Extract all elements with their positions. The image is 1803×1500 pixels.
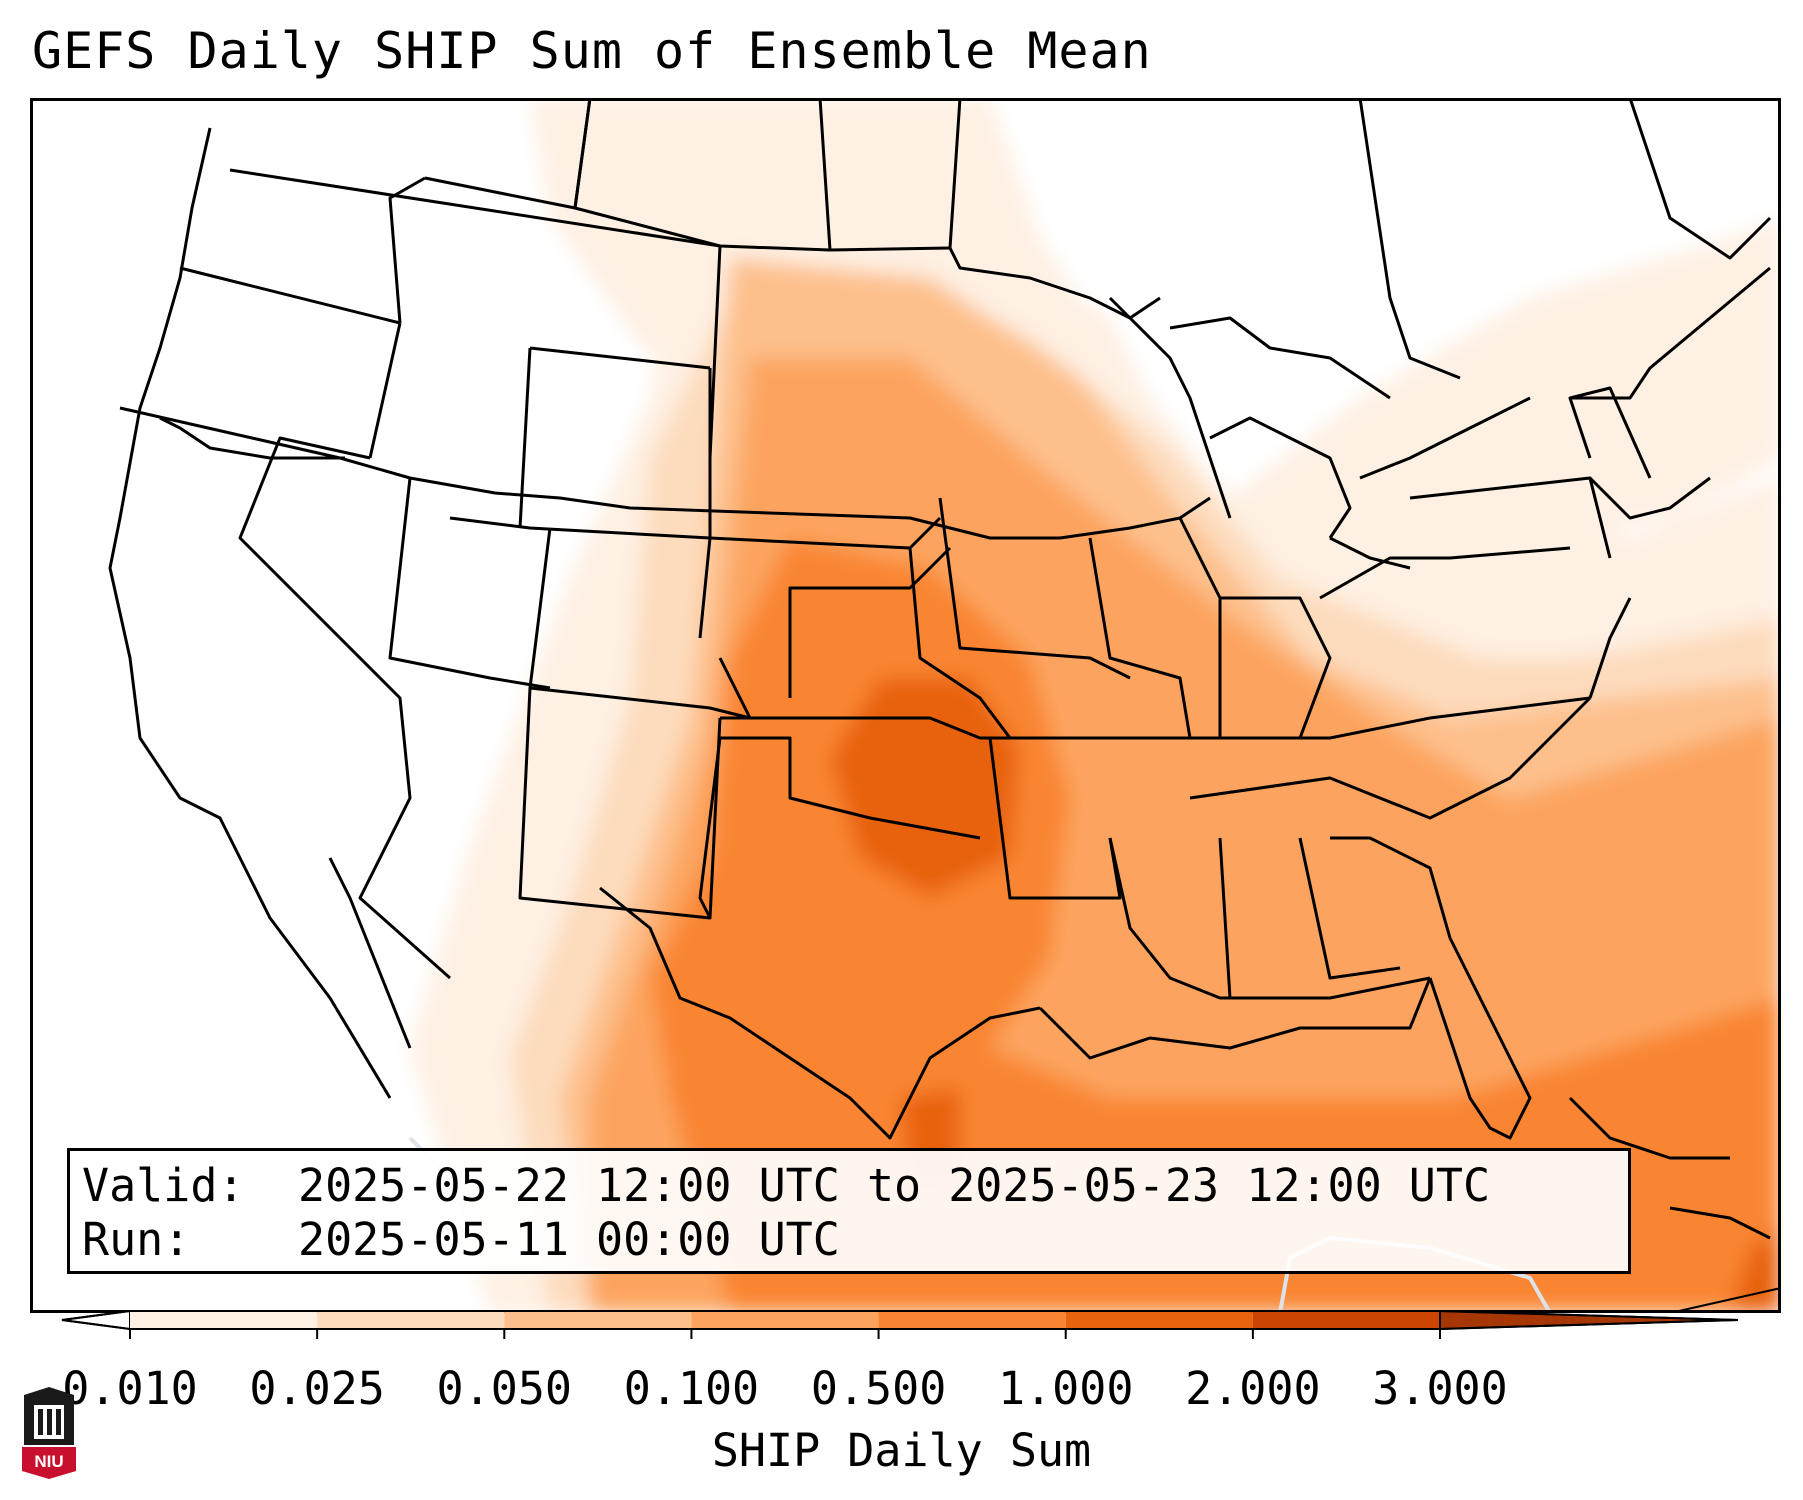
colorbar-over-arrow <box>1439 1309 1739 1331</box>
wa-or-border <box>179 266 401 325</box>
colorbar-label: SHIP Daily Sum <box>711 1424 1092 1477</box>
colorbar-segment <box>691 1311 879 1329</box>
pacific-coastline <box>108 127 392 1099</box>
colorbar-segment <box>878 1311 1066 1329</box>
colorbar-segment <box>1252 1311 1440 1329</box>
id-or-border <box>368 322 402 459</box>
run-label: Run: <box>82 1213 191 1266</box>
ok-tx-border <box>698 736 981 919</box>
map-title: GEFS Daily SHIP Sum of Ensemble Mean <box>32 22 1152 80</box>
wy-west <box>518 347 532 529</box>
colorbar-under-arrow <box>61 1309 131 1331</box>
atlantic-coast-mid <box>1588 597 1632 699</box>
mt-nd-border <box>708 245 722 459</box>
niu-logo: NIU <box>20 1385 78 1481</box>
colorbar-tick-label: 0.025 <box>249 1362 385 1415</box>
colorbar-tick-label: 3.000 <box>1372 1362 1508 1415</box>
validity-info-box: Valid: 2025-05-22 12:00 UTC to 2025-05-23… <box>67 1148 1631 1274</box>
colorbar-segment <box>130 1311 318 1329</box>
colorbar-tick-label: 0.500 <box>810 1362 947 1415</box>
colorbar-segment <box>504 1311 692 1329</box>
run-value: 2025-05-11 00:00 UTC <box>298 1213 840 1266</box>
colorbar-tick-label: 1.000 <box>997 1362 1134 1415</box>
ship-shading <box>410 98 1781 1313</box>
quebec-border <box>1358 98 1461 380</box>
colorbar-tick-label: 0.100 <box>623 1362 760 1415</box>
ut-border <box>388 477 551 690</box>
colorbar-segment <box>317 1311 505 1329</box>
colorbar-tick-label: 0.050 <box>436 1362 573 1415</box>
wy-north <box>529 346 711 370</box>
colorbar <box>60 1309 1740 1370</box>
canada-border-mid <box>948 247 1161 320</box>
colorbar-tick-label: 2.000 <box>1185 1362 1321 1415</box>
state-borders <box>108 98 1772 1240</box>
canada-border-west <box>229 168 951 252</box>
valid-value: 2025-05-22 12:00 UTC to 2025-05-23 12:00… <box>298 1159 1491 1212</box>
co-east <box>698 537 712 639</box>
tx-gulf-coast <box>599 886 1041 1140</box>
colorbar-segment <box>1065 1311 1253 1329</box>
northern-border-row-2 <box>119 406 1211 540</box>
svg-text:NIU: NIU <box>34 1452 63 1471</box>
colorbar-tick-label: 0.010 <box>62 1362 198 1415</box>
valid-label: Valid: <box>82 1159 245 1212</box>
ship-map <box>30 98 1781 1313</box>
id-west <box>388 176 426 324</box>
